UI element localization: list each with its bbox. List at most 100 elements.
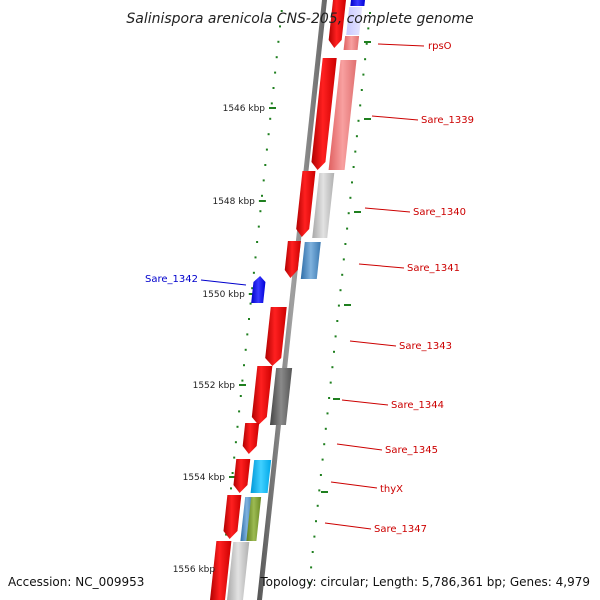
minor-tick bbox=[243, 364, 245, 367]
gene-label[interactable]: Sare_1342 bbox=[145, 274, 198, 285]
minor-tick bbox=[319, 474, 322, 476]
feature-sare-1344[interactable] bbox=[269, 368, 293, 425]
leader-line bbox=[349, 340, 397, 347]
gene-top[interactable] bbox=[350, 0, 365, 6]
minor-tick bbox=[261, 194, 263, 197]
minor-tick bbox=[355, 135, 358, 138]
minor-tick bbox=[313, 535, 316, 538]
gene-label[interactable]: Sare_1341 bbox=[407, 263, 460, 274]
minor-tick bbox=[360, 89, 363, 91]
gene-label[interactable]: Sare_1339 bbox=[421, 115, 474, 126]
gene-label[interactable]: Sare_1340 bbox=[413, 207, 466, 218]
minor-tick bbox=[262, 179, 265, 182]
gene-rpsO[interactable] bbox=[328, 0, 346, 48]
gene-label[interactable]: Sare_1347 bbox=[374, 524, 427, 535]
minor-tick bbox=[323, 443, 326, 446]
major-tick bbox=[321, 491, 328, 493]
minor-tick bbox=[316, 504, 319, 507]
leader-line bbox=[371, 115, 419, 121]
gene-label[interactable]: Sare_1345 bbox=[385, 445, 438, 456]
minor-tick bbox=[234, 441, 237, 444]
minor-tick bbox=[252, 271, 255, 274]
major-tick bbox=[258, 200, 266, 202]
gene-sare-1343[interactable] bbox=[265, 307, 287, 366]
tick-label: 1548 kbp bbox=[212, 197, 255, 207]
leader-line bbox=[341, 399, 389, 406]
minor-tick bbox=[275, 56, 278, 59]
gene-thyX[interactable] bbox=[233, 459, 251, 493]
leader-line bbox=[377, 43, 425, 47]
gene-sare-1344[interactable] bbox=[251, 366, 273, 425]
leader-line bbox=[358, 263, 405, 269]
gene-label[interactable]: rpsO bbox=[428, 41, 452, 52]
minor-tick bbox=[238, 410, 241, 413]
major-tick bbox=[333, 398, 340, 400]
label-leader-lines bbox=[200, 43, 425, 530]
major-tick bbox=[364, 41, 371, 43]
feature-sare-1347b[interactable] bbox=[246, 497, 262, 541]
minor-tick bbox=[249, 302, 252, 305]
minor-tick bbox=[272, 87, 275, 89]
minor-tick bbox=[357, 119, 360, 122]
minor-tick bbox=[344, 243, 347, 245]
gene-label[interactable]: Sare_1343 bbox=[399, 341, 452, 352]
topology-summary: Topology: circular; Length: 5,786,361 bp… bbox=[259, 575, 590, 589]
minor-tick bbox=[367, 27, 370, 30]
minor-tick bbox=[256, 241, 259, 243]
minor-tick bbox=[251, 287, 254, 290]
minor-tick bbox=[280, 10, 283, 12]
minor-tick bbox=[269, 117, 272, 120]
minor-tick bbox=[318, 489, 321, 492]
minor-tick bbox=[341, 273, 344, 276]
minor-tick bbox=[236, 425, 239, 428]
minor-tick bbox=[365, 42, 368, 45]
feature-sare-1341[interactable] bbox=[300, 242, 321, 279]
minor-tick bbox=[364, 58, 367, 61]
major-tick bbox=[344, 304, 351, 306]
genome-backbone bbox=[257, 0, 327, 600]
minor-tick bbox=[339, 289, 342, 292]
feature-thyX[interactable] bbox=[250, 460, 272, 493]
tick-label: 1554 kbp bbox=[183, 473, 226, 483]
feature-rpsO[interactable] bbox=[343, 36, 360, 50]
feature-next[interactable] bbox=[227, 542, 250, 600]
minor-tick bbox=[230, 487, 232, 490]
minor-tick bbox=[334, 335, 337, 338]
map-title: Salinispora arenicola CNS-205, complete … bbox=[126, 11, 473, 27]
gene-sare-1345[interactable] bbox=[242, 423, 260, 454]
gene-sare-1339[interactable] bbox=[311, 58, 337, 170]
feature-top[interactable] bbox=[346, 7, 363, 35]
gene-label[interactable]: thyX bbox=[380, 484, 403, 495]
tick-label: 1556 kbp bbox=[173, 565, 216, 575]
gene-sare-1340[interactable] bbox=[296, 171, 316, 237]
minor-tick bbox=[336, 320, 339, 322]
minor-tick bbox=[277, 40, 280, 43]
feature-sare-1340[interactable] bbox=[312, 173, 335, 238]
minor-tick bbox=[321, 458, 324, 461]
major-tick bbox=[269, 107, 276, 109]
minor-tick bbox=[346, 227, 349, 230]
minor-tick bbox=[246, 333, 249, 336]
minor-tick bbox=[265, 148, 268, 151]
minor-tick bbox=[362, 73, 365, 76]
gene-label[interactable]: Sare_1344 bbox=[391, 400, 444, 411]
minor-tick bbox=[274, 71, 277, 74]
minor-tick bbox=[328, 397, 331, 399]
minor-tick bbox=[337, 304, 340, 307]
minor-tick bbox=[233, 456, 236, 459]
gene-sare-1341[interactable] bbox=[284, 241, 301, 278]
minor-tick bbox=[259, 210, 262, 213]
major-tick bbox=[239, 384, 246, 386]
minor-tick bbox=[326, 412, 329, 415]
leader-line bbox=[336, 443, 383, 451]
accession-label: Accession: NC_009953 bbox=[8, 575, 144, 589]
feature-sare-1339[interactable] bbox=[328, 60, 357, 170]
minor-tick bbox=[359, 104, 362, 107]
gene-sare-1347[interactable] bbox=[223, 495, 242, 539]
minor-tick bbox=[315, 520, 317, 523]
tick-label: 1546 kbp bbox=[223, 104, 266, 114]
gene-next[interactable] bbox=[210, 541, 232, 600]
leader-line bbox=[324, 522, 372, 530]
gene-sare-1342[interactable] bbox=[251, 276, 266, 303]
